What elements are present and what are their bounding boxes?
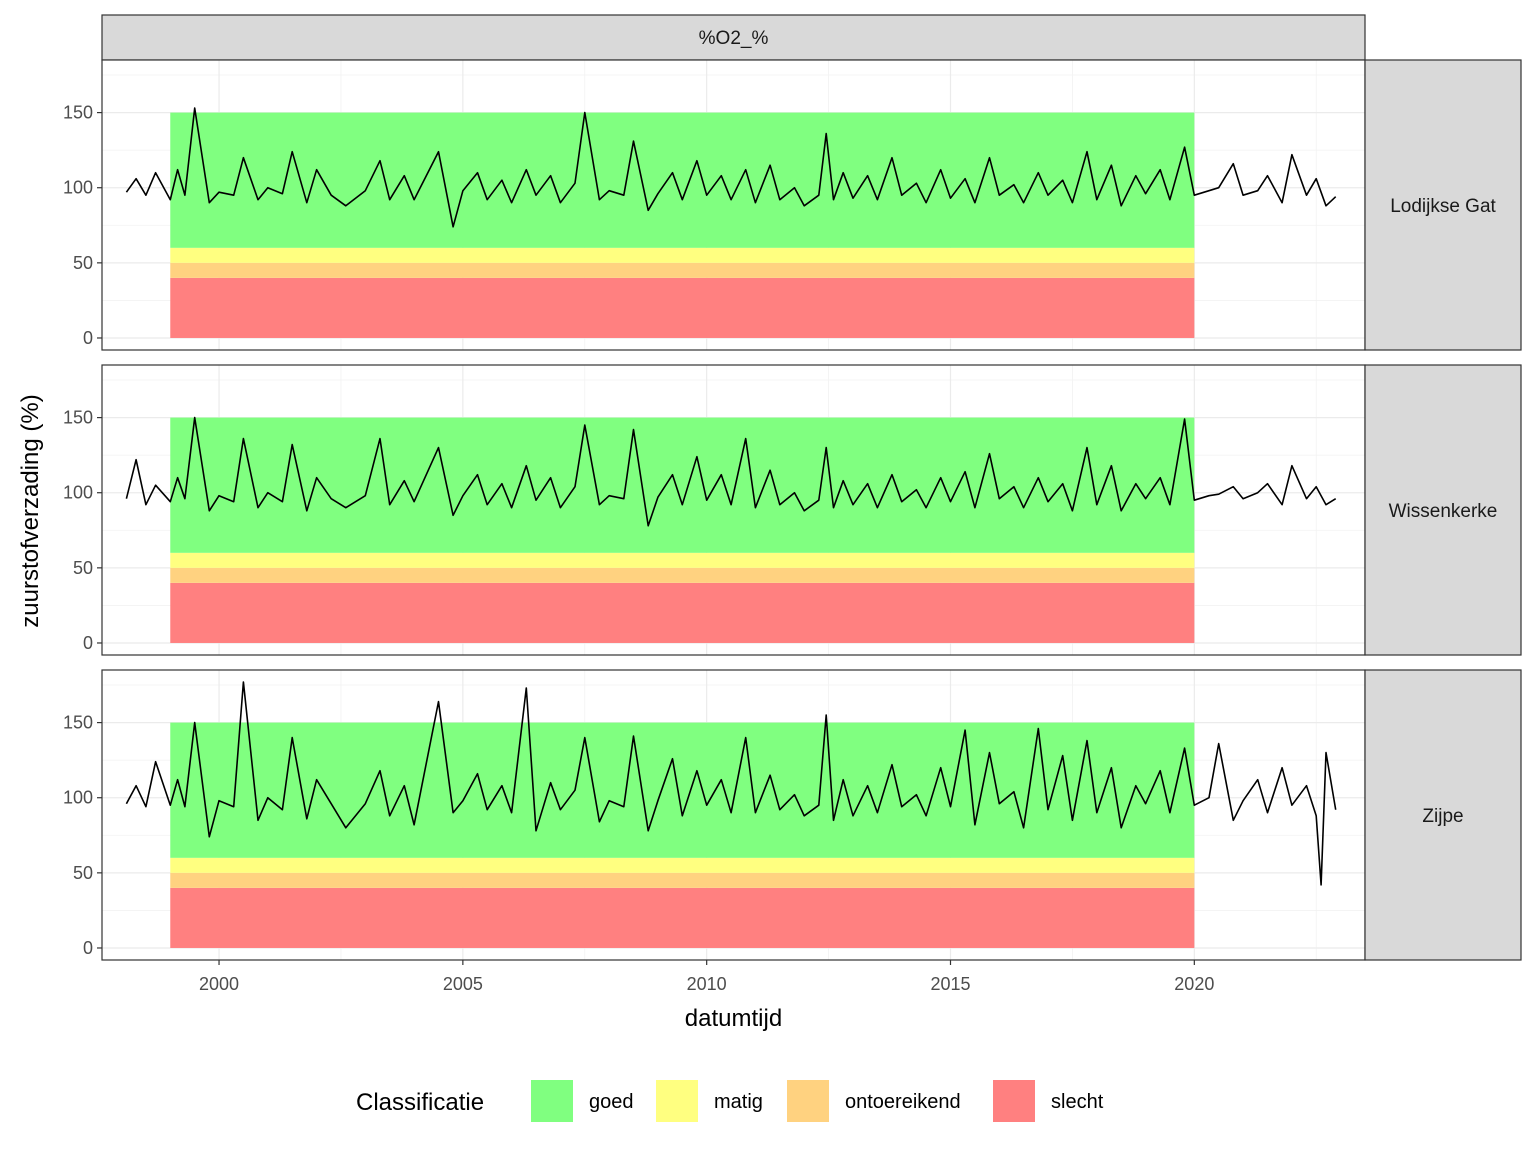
series-line-lodijkse-gat bbox=[125, 107, 1337, 228]
facet-column-strip: %O2_% bbox=[101, 14, 1366, 61]
band-ontoereikend bbox=[170, 567, 1195, 583]
legend-key-matig bbox=[656, 1080, 698, 1122]
legend-key-ontoereikend bbox=[787, 1080, 829, 1122]
x-axis: 2000 2005 2010 2015 2020 bbox=[199, 960, 1214, 994]
band-goed bbox=[170, 417, 1195, 553]
facet-row-label: Lodijkse Gat bbox=[1390, 196, 1496, 217]
y-tick-label: 150 bbox=[63, 103, 93, 123]
legend: Classificatie goed matig ontoereikend slech… bbox=[356, 1080, 1104, 1122]
y-tick-label: 100 bbox=[63, 178, 93, 198]
panel-lodijkse-gat: 0 50 100 150 Lodijkse Gat bbox=[63, 59, 1522, 351]
x-tick-label: 2005 bbox=[443, 974, 483, 994]
y-tick-label: 100 bbox=[63, 788, 93, 808]
facet-column-label: %O2_% bbox=[699, 28, 769, 49]
series-line-zijpe bbox=[125, 681, 1337, 886]
panel-zijpe: 0 50 100 150 Zijpe bbox=[63, 669, 1522, 961]
y-tick-label: 50 bbox=[73, 253, 93, 273]
y-tick-label: 50 bbox=[73, 863, 93, 883]
legend-key-slecht bbox=[993, 1080, 1035, 1122]
band-goed bbox=[170, 112, 1195, 248]
legend-title: Classificatie bbox=[356, 1089, 484, 1116]
x-tick-label: 2015 bbox=[930, 974, 970, 994]
facet-panels: 0 50 100 150 Lodijkse Gat 0 50 100 150 Wissenkerk… bbox=[63, 59, 1522, 961]
series-line-wissenkerke bbox=[125, 416, 1337, 527]
x-tick-label: 2020 bbox=[1174, 974, 1214, 994]
band-goed bbox=[170, 722, 1195, 858]
band-slecht bbox=[170, 582, 1195, 643]
legend-label-matig: matig bbox=[714, 1091, 763, 1113]
facet-row-label: Wissenkerke bbox=[1389, 501, 1498, 522]
facet-row-strip bbox=[1364, 59, 1522, 351]
band-matig bbox=[170, 552, 1195, 568]
band-matig bbox=[170, 857, 1195, 873]
y-tick-label: 150 bbox=[63, 408, 93, 428]
band-matig bbox=[170, 247, 1195, 263]
x-tick-label: 2000 bbox=[199, 974, 239, 994]
facet-row-label: Zijpe bbox=[1422, 806, 1463, 827]
y-tick-label: 100 bbox=[63, 483, 93, 503]
band-slecht bbox=[170, 887, 1195, 948]
facet-row-strip bbox=[1364, 669, 1522, 961]
y-tick-label: 0 bbox=[83, 938, 93, 958]
legend-key-goed bbox=[531, 1080, 573, 1122]
legend-label-goed: goed bbox=[589, 1091, 634, 1113]
y-tick-label: 150 bbox=[63, 713, 93, 733]
y-tick-label: 50 bbox=[73, 558, 93, 578]
legend-label-ontoereikend: ontoereikend bbox=[845, 1091, 961, 1113]
x-axis-title: datumtijd bbox=[685, 1005, 782, 1032]
band-ontoereikend bbox=[170, 262, 1195, 278]
panel-wissenkerke: 0 50 100 150 Wissenkerke bbox=[63, 364, 1522, 656]
x-tick-label: 2010 bbox=[687, 974, 727, 994]
facet-row-strip bbox=[1364, 364, 1522, 656]
band-ontoereikend bbox=[170, 872, 1195, 888]
y-tick-label: 0 bbox=[83, 328, 93, 348]
band-slecht bbox=[170, 277, 1195, 338]
y-tick-label: 0 bbox=[83, 633, 93, 653]
y-axis-title: zuurstofverzading (%) bbox=[17, 394, 44, 627]
legend-label-slecht: slecht bbox=[1051, 1091, 1104, 1113]
